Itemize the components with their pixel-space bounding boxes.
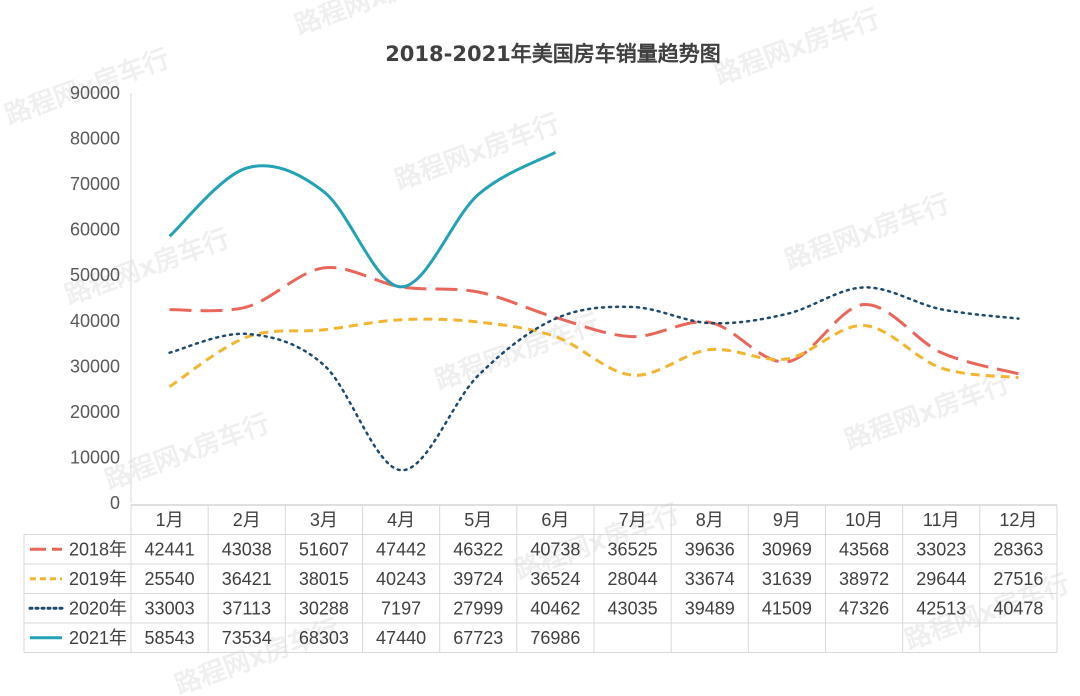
data-label: 27999 — [453, 598, 503, 618]
legend-label: 2021年 — [69, 628, 127, 648]
x-tick-label: 3月 — [310, 510, 338, 530]
data-label: 25540 — [145, 569, 195, 589]
watermark-text: 路程网x房车行 — [171, 613, 344, 696]
watermark-text: 路程网x房车行 — [841, 368, 1014, 456]
data-label: 73534 — [222, 628, 272, 648]
x-tick-label: 1月 — [156, 510, 184, 530]
data-label: 43035 — [608, 598, 658, 618]
data-label: 28044 — [608, 569, 658, 589]
data-label: 40462 — [530, 598, 580, 618]
x-tick-label: 9月 — [773, 510, 801, 530]
x-tick-label: 10月 — [845, 510, 883, 530]
x-tick-label: 8月 — [696, 510, 724, 530]
data-label: 38015 — [299, 569, 349, 589]
data-label: 38972 — [839, 569, 889, 589]
legend-label: 2019年 — [69, 569, 127, 589]
data-label: 67723 — [453, 628, 503, 648]
y-tick-label: 30000 — [70, 356, 120, 376]
y-tick-label: 70000 — [70, 174, 120, 194]
data-label: 42513 — [916, 598, 966, 618]
x-tick-label: 4月 — [387, 510, 415, 530]
data-label: 37113 — [222, 598, 271, 618]
series-line-2 — [168, 286, 1020, 472]
y-tick-label: 50000 — [70, 265, 120, 285]
x-tick-label: 5月 — [464, 510, 492, 530]
data-label: 41509 — [762, 598, 812, 618]
data-label: 36524 — [530, 569, 580, 589]
watermark-text: 路程网x房车行 — [391, 108, 564, 196]
series-line-0 — [169, 266, 1019, 376]
data-label: 47442 — [376, 539, 426, 559]
y-tick-label: 10000 — [70, 447, 120, 467]
y-tick-label: 40000 — [70, 311, 120, 331]
data-label: 36525 — [608, 539, 658, 559]
data-label: 39724 — [453, 569, 503, 589]
data-label: 43038 — [222, 539, 272, 559]
data-label: 39489 — [685, 598, 735, 618]
y-tick-label: 80000 — [70, 129, 120, 149]
data-label: 68303 — [299, 628, 349, 648]
data-label: 33674 — [685, 569, 735, 589]
data-label: 30969 — [762, 539, 812, 559]
data-label: 27516 — [993, 569, 1043, 589]
data-label: 7197 — [381, 598, 421, 618]
data-label: 30288 — [299, 598, 349, 618]
x-tick-label: 2月 — [233, 510, 261, 530]
y-tick-label: 0 — [110, 493, 120, 513]
data-label: 43568 — [839, 539, 889, 559]
data-label: 36421 — [222, 569, 272, 589]
data-label: 39636 — [685, 539, 735, 559]
legend-label: 2020年 — [69, 598, 127, 618]
data-label: 51607 — [299, 539, 349, 559]
x-tick-label: 6月 — [541, 510, 569, 530]
legend-label: 2018年 — [69, 539, 127, 559]
x-tick-label: 11月 — [923, 510, 960, 530]
data-label: 31639 — [762, 569, 812, 589]
axes: 0 10000 20000 30000 40000 50000 60000 70000 8000… — [70, 83, 132, 513]
data-label: 40478 — [993, 598, 1043, 618]
watermark-text: 路程网x房车行 — [711, 3, 884, 91]
y-tick-label: 60000 — [70, 220, 120, 240]
y-tick-label: 90000 — [70, 83, 120, 103]
watermark-text: 路程网x房车行 — [291, 0, 464, 41]
data-label: 29644 — [916, 569, 966, 589]
data-label: 76986 — [530, 628, 580, 648]
x-tick-label: 7月 — [619, 510, 647, 530]
series-line-3 — [168, 150, 557, 289]
data-label: 33003 — [145, 598, 195, 618]
data-label: 46322 — [453, 539, 503, 559]
data-label: 47440 — [376, 628, 426, 648]
data-label: 33023 — [916, 539, 966, 559]
watermark-text: 路程网x房车行 — [781, 188, 954, 276]
series-line-1 — [168, 317, 1019, 388]
data-table: 1月 2月 3月 4月 5月 6月 7月 8月 9月 10月 11月 12月 2018年 42441 430… — [23, 504, 1058, 653]
y-tick-label: 20000 — [70, 402, 120, 422]
watermark-text: 路程网x房车行 — [101, 408, 274, 496]
data-label: 28363 — [993, 539, 1043, 559]
data-label: 58543 — [145, 628, 195, 648]
data-label: 40738 — [530, 539, 580, 559]
chart-title: 2018-2021年美国房车销量趋势图 — [385, 42, 721, 66]
data-label: 47326 — [839, 598, 889, 618]
data-label: 40243 — [376, 569, 426, 589]
plot-area — [168, 150, 1020, 472]
x-tick-label: 12月 — [999, 510, 1037, 530]
data-label: 42441 — [145, 539, 195, 559]
